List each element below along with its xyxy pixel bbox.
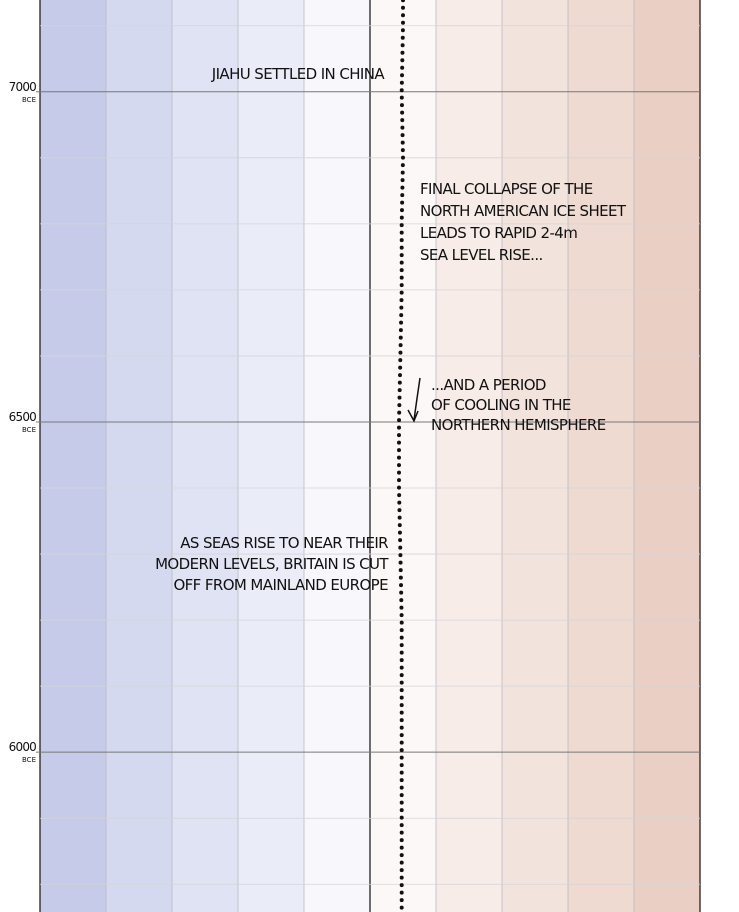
- annotation-arrow: [407, 377, 421, 423]
- annotation: LEADS TO RAPID 2-4m: [420, 224, 577, 242]
- annotation: NORTH AMERICAN ICE SHEET: [420, 202, 627, 220]
- temperature-band: [238, 0, 305, 912]
- y-tick-label: 7000: [9, 80, 37, 94]
- temperature-band: [568, 0, 635, 912]
- annotation: OF COOLING IN THE: [431, 396, 571, 414]
- annotation: MODERN LEVELS, BRITAIN IS CUT: [155, 555, 389, 573]
- temperature-band: [106, 0, 173, 912]
- annotation: ...AND A PERIOD: [431, 376, 546, 394]
- annotation: OFF FROM MAINLAND EUROPE: [173, 576, 388, 594]
- temperature-band: [634, 0, 701, 912]
- temperature-band: [502, 0, 569, 912]
- annotation: JIAHU SETTLED IN CHINA: [211, 65, 386, 83]
- y-tick-unit: BCE: [22, 96, 36, 104]
- temperature-band: [40, 0, 107, 912]
- temperature-band: [304, 0, 371, 912]
- temperature-band: [436, 0, 503, 912]
- annotation: SEA LEVEL RISE...: [420, 246, 543, 264]
- annotation: NORTHERN HEMISPHERE: [431, 416, 606, 434]
- y-tick-unit: BCE: [22, 426, 36, 434]
- y-tick-label: 6500: [9, 410, 37, 424]
- y-tick-unit: BCE: [22, 756, 36, 764]
- y-tick-label: 6000: [9, 740, 37, 754]
- temperature-band: [172, 0, 239, 912]
- annotation: AS SEAS RISE TO NEAR THEIR: [180, 534, 388, 552]
- annotation: FINAL COLLAPSE OF THE: [420, 180, 593, 198]
